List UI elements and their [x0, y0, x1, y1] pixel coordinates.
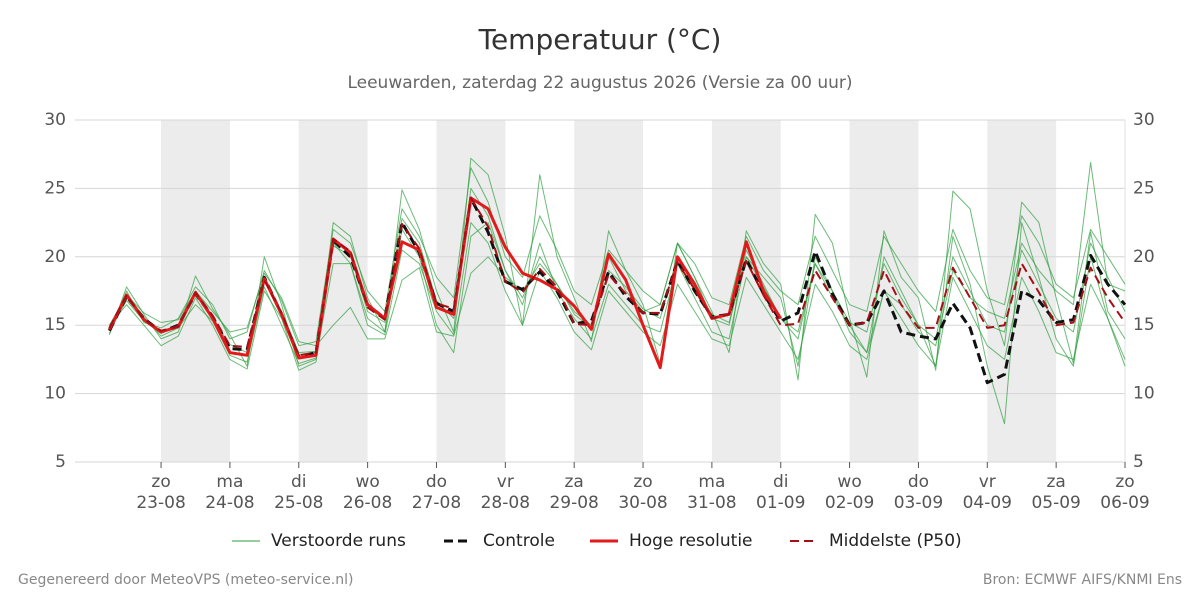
day-band — [711, 120, 781, 462]
x-tick-label: 27-08 — [412, 493, 461, 513]
x-tick-label: 25-08 — [274, 493, 323, 513]
y-tick-label: 25 — [44, 178, 66, 198]
x-tick-label: 03-09 — [894, 493, 943, 513]
legend-label: Middelste (P50) — [829, 531, 962, 551]
series-line — [108, 196, 782, 370]
x-weekday-label: vr — [497, 472, 514, 492]
x-weekday-label: di — [291, 472, 307, 492]
day-band — [298, 120, 368, 462]
x-tick-label: 31-08 — [687, 493, 736, 513]
x-weekday-label: zo — [151, 472, 170, 492]
x-weekday-label: za — [565, 472, 584, 492]
y-tick-label: 5 — [55, 452, 66, 472]
x-weekday-label: ma — [216, 472, 243, 492]
y2-tick-label: 30 — [1133, 110, 1155, 130]
ensemble-line — [109, 222, 1126, 425]
x-tick-label: 26-08 — [343, 493, 392, 513]
footer-left: Gegenereerd door MeteoVPS (meteo-service… — [18, 572, 353, 588]
x-tick-label: 06-09 — [1100, 493, 1149, 513]
x-weekday-label: zo — [1115, 472, 1134, 492]
y2-tick-label: 15 — [1133, 315, 1155, 335]
legend-label: Hoge resolutie — [629, 531, 753, 551]
x-weekday-label: wo — [355, 472, 379, 492]
series-line — [108, 196, 1127, 385]
y2-tick-label: 5 — [1133, 452, 1144, 472]
x-tick-label: 24-08 — [205, 493, 254, 513]
legend-label: Controle — [483, 531, 555, 551]
x-weekday-label: di — [773, 472, 789, 492]
x-tick-label: 01-09 — [756, 493, 805, 513]
x-weekday-label: do — [908, 472, 929, 492]
x-tick-label: 29-08 — [549, 493, 598, 513]
y2-tick-label: 20 — [1133, 247, 1155, 267]
x-weekday-label: zo — [633, 472, 652, 492]
y-tick-label: 10 — [44, 384, 66, 404]
x-tick-label: 05-09 — [1031, 493, 1080, 513]
x-tick-label: 30-08 — [618, 493, 667, 513]
x-weekday-label: za — [1046, 472, 1065, 492]
series-line — [108, 197, 1126, 357]
legend-label: Verstoorde runs — [271, 531, 406, 551]
ensemble-line — [108, 167, 1126, 347]
ensemble-line — [108, 161, 1126, 354]
x-weekday-label: vr — [979, 472, 996, 492]
day-band — [987, 120, 1057, 462]
footer-right: Bron: ECMWF AIFS/KNMI Ens — [983, 572, 1182, 588]
chart-title: Temperatuur (°C) — [478, 23, 722, 56]
x-tick-label: 04-09 — [963, 493, 1012, 513]
y2-tick-label: 25 — [1133, 178, 1155, 198]
ensemble-line — [108, 222, 1126, 367]
y-tick-label: 30 — [44, 110, 66, 130]
chart-subtitle: Leeuwarden, zaterdag 22 augustus 2026 (V… — [347, 73, 852, 93]
ensemble-line — [108, 157, 1126, 381]
x-tick-label: 02-09 — [825, 493, 874, 513]
y-tick-label: 15 — [44, 315, 66, 335]
y2-tick-label: 10 — [1133, 384, 1155, 404]
y-tick-label: 20 — [44, 247, 66, 267]
x-tick-label: 28-08 — [481, 493, 530, 513]
x-weekday-label: wo — [837, 472, 861, 492]
x-tick-label: 23-08 — [136, 493, 185, 513]
x-weekday-label: do — [426, 472, 447, 492]
x-weekday-label: ma — [698, 472, 725, 492]
